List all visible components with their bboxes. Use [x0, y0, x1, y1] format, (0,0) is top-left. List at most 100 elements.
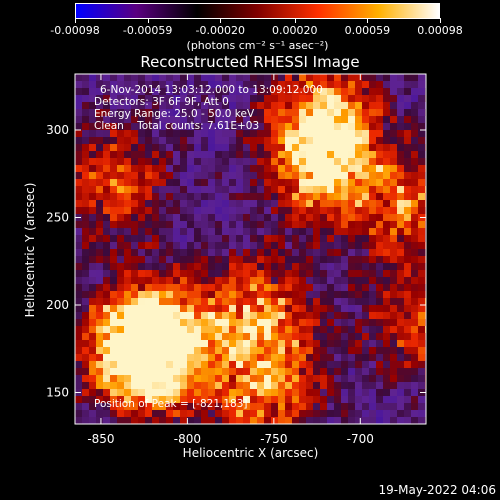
heatmap-cell: [194, 193, 201, 200]
heatmap-cell: [208, 88, 215, 95]
heatmap-cell: [180, 109, 187, 116]
heatmap-cell: [313, 137, 320, 144]
heatmap-cell: [285, 123, 292, 130]
heatmap-cell: [334, 375, 341, 382]
heatmap-cell: [229, 417, 236, 424]
heatmap-cell: [362, 340, 369, 347]
heatmap-cell: [166, 74, 173, 81]
heatmap-cell: [96, 361, 103, 368]
heatmap-cell: [89, 361, 96, 368]
heatmap-cell: [418, 291, 425, 298]
heatmap-cell: [278, 396, 285, 403]
heatmap-cell: [117, 249, 124, 256]
heatmap-cell: [152, 284, 159, 291]
heatmap-cell: [110, 305, 117, 312]
heatmap-cell: [187, 151, 194, 158]
heatmap-cell: [145, 270, 152, 277]
heatmap-cell: [82, 193, 89, 200]
heatmap-cell: [75, 186, 82, 193]
heatmap-cell: [201, 270, 208, 277]
heatmap-cell: [411, 165, 418, 172]
heatmap-cell: [215, 137, 222, 144]
heatmap-cell: [418, 382, 425, 389]
heatmap-cell: [411, 221, 418, 228]
heatmap-cell: [404, 368, 411, 375]
heatmap-cell: [110, 186, 117, 193]
heatmap-cell: [313, 144, 320, 151]
heatmap-cell: [355, 305, 362, 312]
heatmap-cell: [236, 417, 243, 424]
heatmap-cell: [222, 417, 229, 424]
heatmap-cell: [369, 235, 376, 242]
heatmap-cell: [348, 417, 355, 424]
heatmap-cell: [166, 340, 173, 347]
heatmap-cell: [208, 74, 215, 81]
heatmap-cell: [131, 270, 138, 277]
heatmap-cell: [124, 263, 131, 270]
heatmap-cell: [320, 333, 327, 340]
heatmap-cell: [117, 116, 124, 123]
heatmap-cell: [404, 396, 411, 403]
heatmap-cell: [355, 347, 362, 354]
heatmap-cell: [166, 242, 173, 249]
heatmap-cell: [271, 193, 278, 200]
heatmap-cell: [89, 130, 96, 137]
heatmap-cell: [418, 81, 425, 88]
heatmap-cell: [187, 242, 194, 249]
heatmap-cell: [103, 179, 110, 186]
heatmap-cell: [236, 326, 243, 333]
heatmap-cell: [103, 200, 110, 207]
heatmap-cell: [145, 172, 152, 179]
heatmap-cell: [292, 319, 299, 326]
heatmap-cell: [117, 221, 124, 228]
heatmap-cell: [201, 319, 208, 326]
heatmap-cell: [418, 74, 425, 81]
heatmap-cell: [215, 263, 222, 270]
heatmap-cell: [313, 298, 320, 305]
heatmap-cell: [131, 144, 138, 151]
heatmap-cell: [320, 298, 327, 305]
heatmap-cell: [313, 235, 320, 242]
heatmap-cell: [138, 298, 145, 305]
heatmap-cell: [376, 193, 383, 200]
heatmap-cell: [271, 109, 278, 116]
heatmap-cell: [166, 354, 173, 361]
heatmap-cell: [173, 200, 180, 207]
heatmap-cell: [180, 396, 187, 403]
heatmap-cell: [250, 214, 257, 221]
heatmap-cell: [229, 312, 236, 319]
heatmap-cell: [376, 228, 383, 235]
heatmap-cell: [110, 354, 117, 361]
heatmap-cell: [243, 389, 250, 396]
heatmap-cell: [201, 326, 208, 333]
heatmap-cell: [334, 235, 341, 242]
heatmap-cell: [82, 95, 89, 102]
heatmap-cell: [89, 256, 96, 263]
heatmap-cell: [299, 144, 306, 151]
heatmap-cell: [278, 270, 285, 277]
heatmap-cell: [397, 116, 404, 123]
heatmap-cell: [208, 389, 215, 396]
heatmap-cell: [159, 186, 166, 193]
heatmap-cell: [173, 207, 180, 214]
heatmap-cell: [131, 277, 138, 284]
heatmap-cell: [103, 102, 110, 109]
heatmap-cell: [292, 242, 299, 249]
heatmap-cell: [278, 277, 285, 284]
heatmap-cell: [390, 130, 397, 137]
heatmap-cell: [362, 137, 369, 144]
heatmap-cell: [257, 193, 264, 200]
heatmap-cell: [159, 291, 166, 298]
heatmap-cell: [292, 123, 299, 130]
heatmap-cell: [320, 186, 327, 193]
heatmap-cell: [397, 417, 404, 424]
heatmap-cell: [173, 102, 180, 109]
heatmap-cell: [264, 207, 271, 214]
heatmap-cell: [306, 291, 313, 298]
heatmap-cell: [201, 291, 208, 298]
heatmap-cell: [194, 312, 201, 319]
heatmap-cell: [313, 221, 320, 228]
heatmap-cell: [362, 81, 369, 88]
heatmap-cell: [306, 186, 313, 193]
heatmap-cell: [208, 102, 215, 109]
